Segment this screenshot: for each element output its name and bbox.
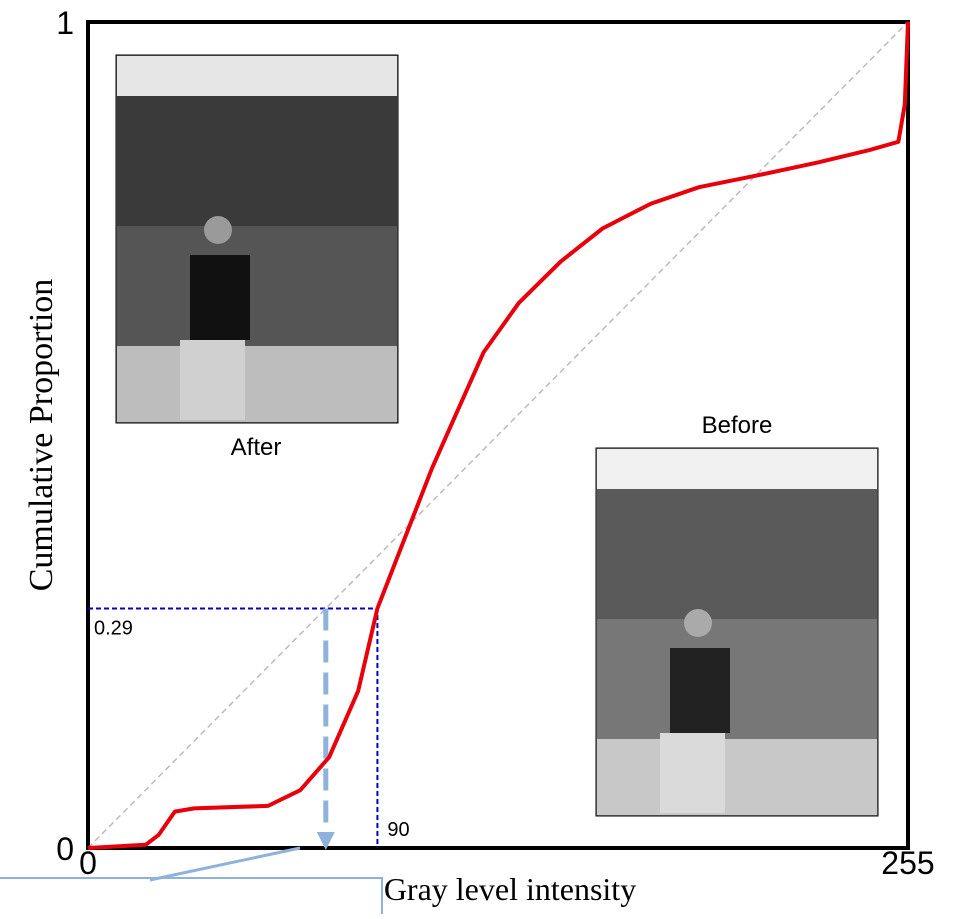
plot-frame [86, 20, 910, 850]
callout [0, 846, 383, 919]
x-tick-label: 0 [79, 845, 97, 881]
before-image [595, 447, 879, 817]
y-tick-label: 0 [56, 831, 74, 867]
data-line [87, 21, 910, 850]
x-tick-label: 255 [881, 845, 934, 881]
y-tick-label: 1 [56, 5, 74, 41]
after-image [115, 54, 399, 424]
x-axis-label: Gray level intensity [384, 871, 636, 907]
image-label: After [231, 434, 282, 461]
mapping-arrowhead [316, 832, 335, 850]
reference-line [87, 21, 909, 849]
y-axis-label: Cumulative Proportion [23, 279, 60, 592]
annotation-label: 0.29 [94, 617, 133, 639]
image-label: Before [702, 412, 773, 439]
annotation-label: 90 [387, 819, 409, 841]
guide-line [88, 607, 379, 848]
